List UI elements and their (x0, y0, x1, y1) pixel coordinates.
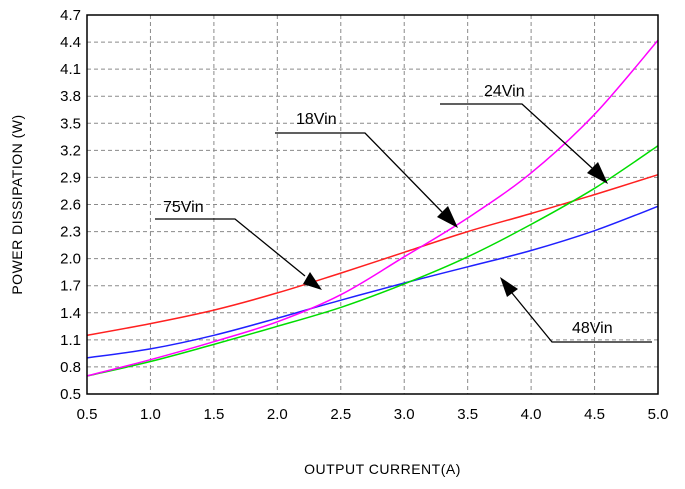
annotation-48vin-leader (511, 292, 652, 343)
annotation-75vin-label: 75Vin (163, 199, 204, 216)
y-tick-label: 1.7 (60, 278, 81, 295)
y-tick-label: 4.1 (60, 61, 81, 78)
y-tick-label: 3.8 (60, 88, 81, 105)
series-line-18vin (86, 39, 659, 377)
y-axis-label: POWER DISSIPATION (W) (9, 114, 25, 294)
plot-frame (86, 14, 659, 395)
x-tick-label: 5.0 (648, 406, 669, 423)
y-tick-label: 3.2 (60, 142, 81, 159)
x-tick-label: 4.0 (521, 406, 542, 423)
annotation-75vin-leader (155, 218, 306, 277)
series-line-48vin (86, 205, 659, 359)
y-tick-label: 2.0 (60, 251, 81, 268)
series-line-24vin (86, 145, 659, 377)
y-tick-label: 4.7 (60, 7, 81, 24)
annotation-24vin-leader (440, 103, 593, 169)
y-tick-label: 1.1 (60, 332, 81, 349)
x-tick-label: 3.5 (457, 406, 478, 423)
y-tick-label: 1.4 (60, 305, 81, 322)
annotation-48vin: 48Vin (500, 277, 652, 343)
series-curves (86, 39, 659, 377)
series-line-75vin (86, 173, 659, 337)
annotation-18vin: 18Vin (275, 111, 458, 228)
y-tick-label: 2.3 (60, 224, 81, 241)
y-tick-label: 0.5 (60, 386, 81, 403)
y-tick-label: 2.6 (60, 197, 81, 214)
annotation-48vin-arrowhead (500, 277, 518, 297)
x-tick-label: 2.0 (267, 406, 288, 423)
annotation-24vin: 24Vin (440, 83, 608, 184)
annotation-48vin-label: 48Vin (572, 320, 613, 337)
x-tick-label: 4.5 (584, 406, 605, 423)
grid-lines (87, 15, 658, 394)
x-tick-label: 2.5 (330, 406, 351, 423)
annotation-24vin-label: 24Vin (484, 83, 525, 100)
x-tick-label: 1.5 (203, 406, 224, 423)
annotation-75vin: 75Vin (155, 199, 322, 290)
annotation-75vin-arrowhead (303, 272, 322, 290)
x-tick-label: 1.0 (140, 406, 161, 423)
annotation-24vin-arrowhead (587, 162, 608, 184)
y-tick-label: 4.4 (60, 34, 81, 51)
x-tick-label: 3.0 (394, 406, 415, 423)
annotation-18vin-leader (275, 132, 443, 213)
x-axis-label: OUTPUT CURRENT(A) (304, 461, 461, 477)
y-tick-label: 2.9 (60, 169, 81, 186)
y-tick-label: 3.5 (60, 115, 81, 132)
y-tick-labels: 0.5 0.8 1.1 1.4 1.7 2.0 2.3 2.6 2.9 3.2 3.5 3.8 4.1 4… (60, 7, 81, 403)
annotation-18vin-arrowhead (437, 206, 458, 228)
annotation-18vin-label: 18Vin (296, 111, 337, 128)
x-tick-label: 0.5 (77, 406, 98, 423)
x-tick-labels: 0.5 1.0 1.5 2.0 2.5 3.0 3.5 4.0 4.5 5.0 (77, 406, 669, 423)
y-tick-label: 0.8 (60, 359, 81, 376)
